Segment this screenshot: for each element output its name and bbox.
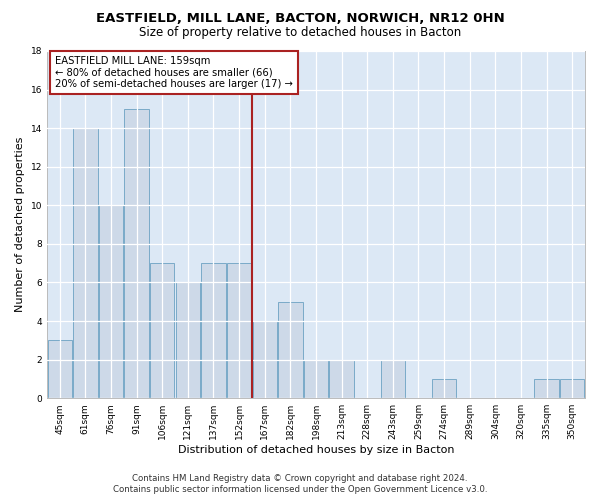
- Text: Size of property relative to detached houses in Bacton: Size of property relative to detached ho…: [139, 26, 461, 39]
- Bar: [73, 128, 98, 398]
- Bar: [253, 321, 277, 398]
- Text: EASTFIELD, MILL LANE, BACTON, NORWICH, NR12 0HN: EASTFIELD, MILL LANE, BACTON, NORWICH, N…: [95, 12, 505, 26]
- Bar: [227, 263, 251, 398]
- Bar: [304, 360, 328, 398]
- Bar: [432, 379, 456, 398]
- Bar: [47, 340, 72, 398]
- Bar: [150, 263, 175, 398]
- Bar: [124, 109, 149, 398]
- Text: EASTFIELD MILL LANE: 159sqm
← 80% of detached houses are smaller (66)
20% of sem: EASTFIELD MILL LANE: 159sqm ← 80% of det…: [55, 56, 293, 90]
- Bar: [176, 282, 200, 398]
- Bar: [329, 360, 354, 398]
- Bar: [99, 206, 123, 398]
- Bar: [535, 379, 559, 398]
- X-axis label: Distribution of detached houses by size in Bacton: Distribution of detached houses by size …: [178, 445, 454, 455]
- Text: Contains HM Land Registry data © Crown copyright and database right 2024.
Contai: Contains HM Land Registry data © Crown c…: [113, 474, 487, 494]
- Y-axis label: Number of detached properties: Number of detached properties: [15, 137, 25, 312]
- Bar: [278, 302, 302, 398]
- Bar: [560, 379, 584, 398]
- Bar: [201, 263, 226, 398]
- Bar: [380, 360, 405, 398]
